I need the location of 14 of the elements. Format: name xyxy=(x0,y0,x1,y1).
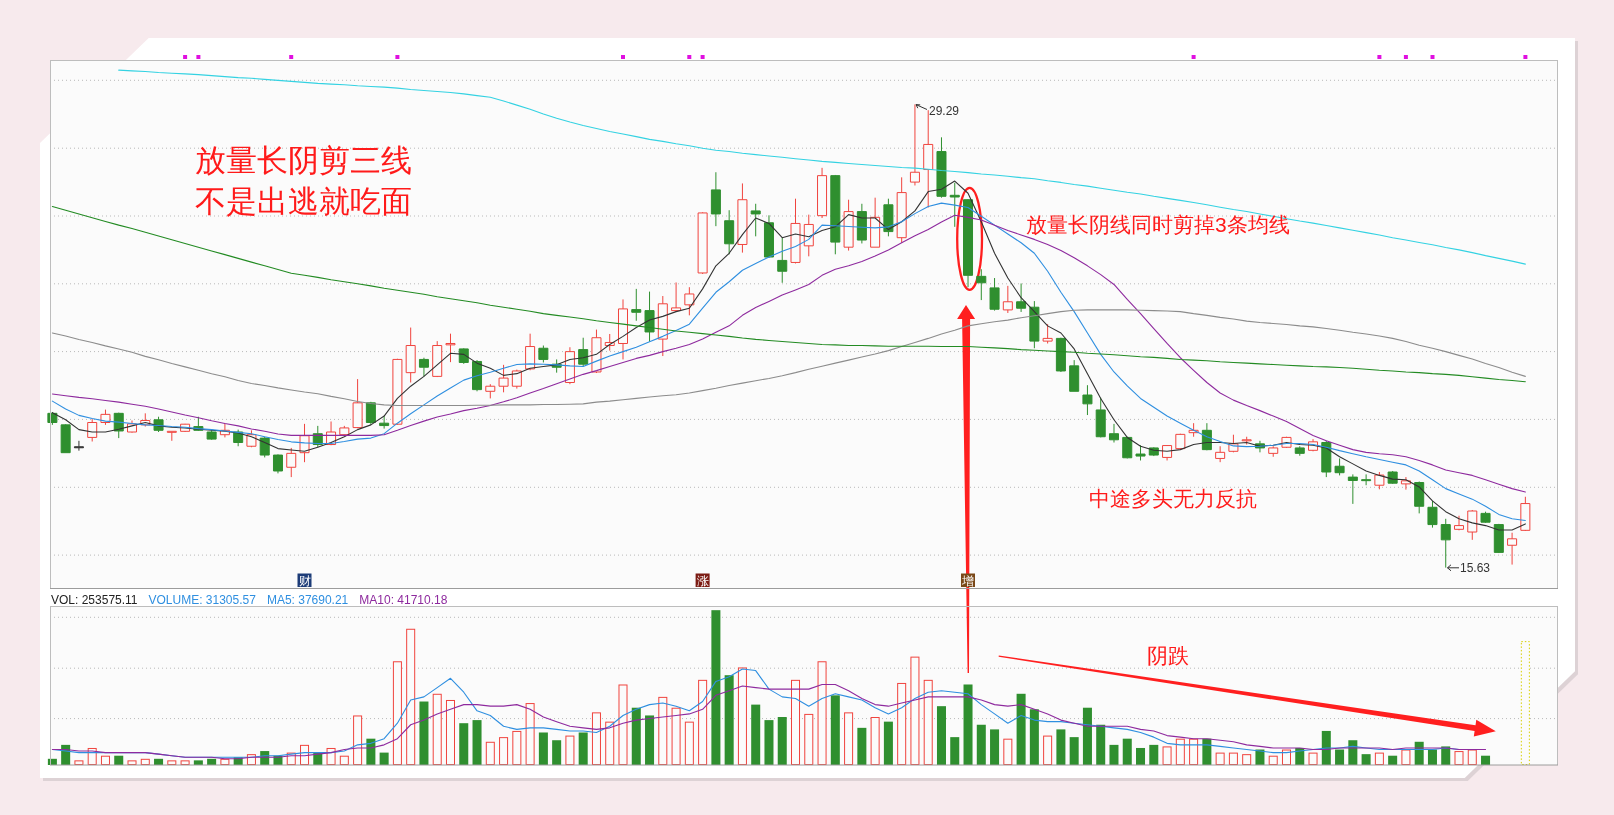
annotation: 阴跌 xyxy=(1147,644,1189,667)
annotation: 不是出逃就吃面 xyxy=(195,184,412,219)
text: VOL: 253575.11 xyxy=(51,592,138,607)
annotation: 中途多头无力反抗 xyxy=(1089,487,1257,510)
annotation: 29.29 xyxy=(929,104,960,118)
annotation: 放量长阴线同时剪掉3条均线 xyxy=(1026,213,1290,236)
x-tick-label: 财 xyxy=(298,574,311,587)
text: VOLUME: 31305.57 xyxy=(148,592,257,607)
x-tick-label: 涨 xyxy=(696,574,709,587)
annotation: 15.63 xyxy=(1460,561,1491,575)
x-tick-label: 增 xyxy=(961,574,974,587)
annotation: 放量长阴剪三线 xyxy=(195,143,412,178)
text: MA10: 41710.18 xyxy=(359,592,448,607)
text: MA5: 37690.21 xyxy=(266,592,349,607)
